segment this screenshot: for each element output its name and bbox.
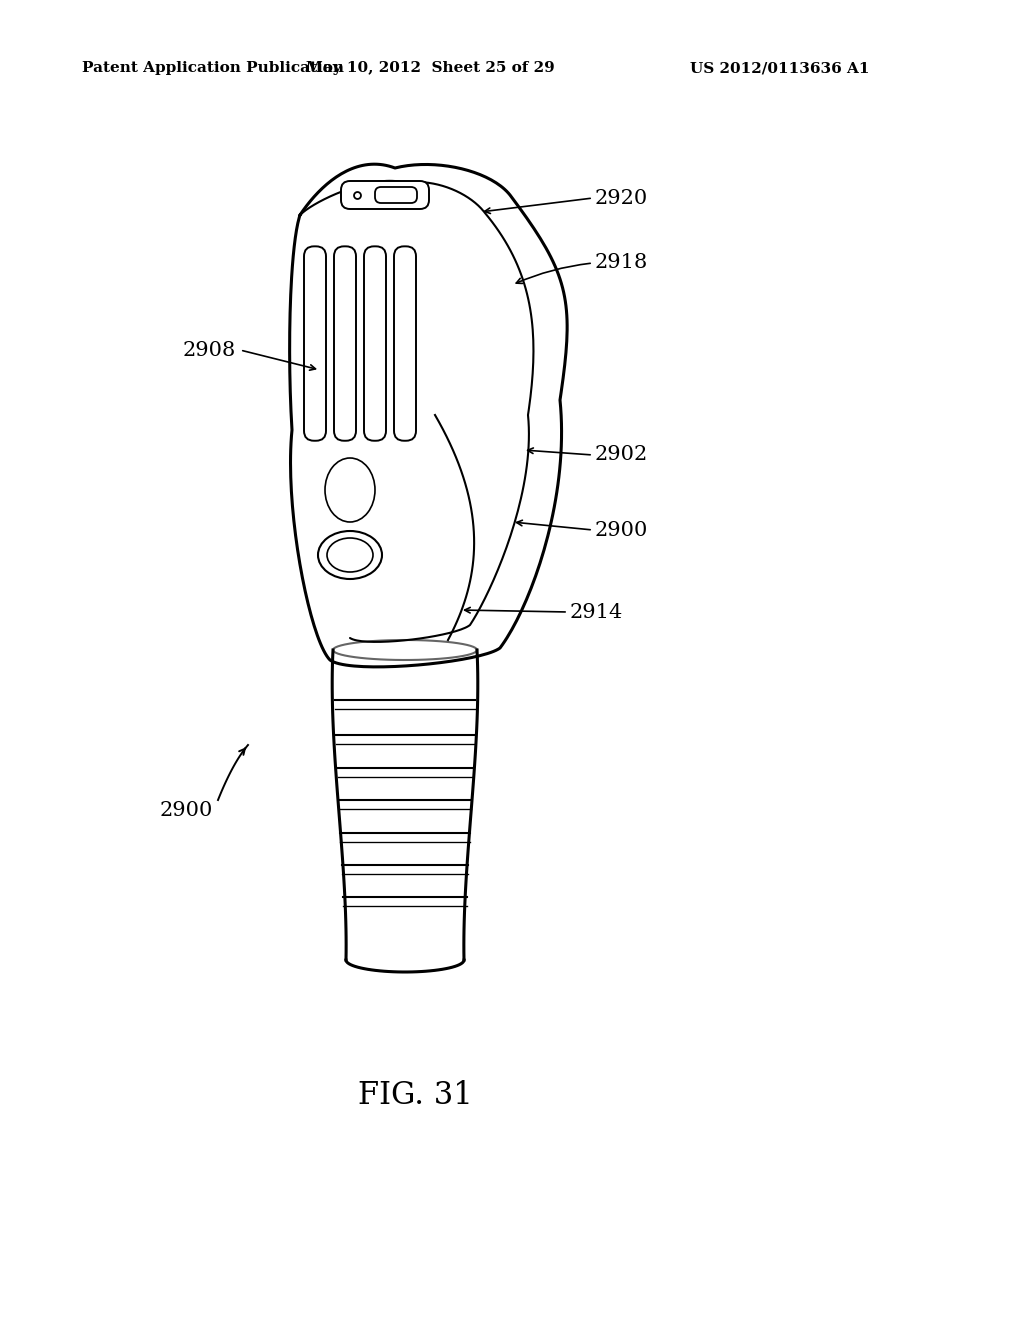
Polygon shape — [290, 164, 567, 667]
Text: US 2012/0113636 A1: US 2012/0113636 A1 — [690, 61, 869, 75]
Text: 2920: 2920 — [595, 189, 648, 207]
Ellipse shape — [327, 539, 373, 572]
Text: May 10, 2012  Sheet 25 of 29: May 10, 2012 Sheet 25 of 29 — [305, 61, 554, 75]
Text: 2908: 2908 — [183, 341, 237, 359]
Text: Patent Application Publication: Patent Application Publication — [82, 61, 344, 75]
Text: 2900: 2900 — [595, 520, 648, 540]
Ellipse shape — [318, 531, 382, 579]
Text: 2914: 2914 — [570, 602, 624, 622]
Text: 2902: 2902 — [595, 446, 648, 465]
Text: 2918: 2918 — [595, 253, 648, 272]
Text: 2900: 2900 — [160, 800, 213, 820]
Polygon shape — [332, 649, 478, 972]
Text: FIG. 31: FIG. 31 — [357, 1080, 472, 1110]
FancyBboxPatch shape — [341, 181, 429, 209]
Ellipse shape — [325, 458, 375, 521]
FancyBboxPatch shape — [375, 187, 417, 203]
